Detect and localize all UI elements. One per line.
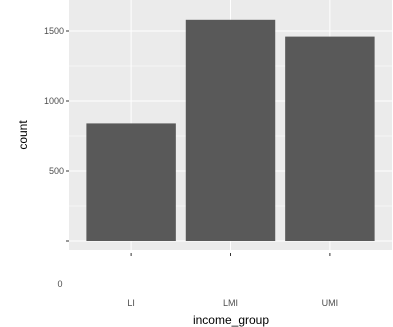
bars <box>86 19 375 241</box>
y-tick-label-zero: 0 <box>57 279 62 289</box>
x-tick-label: LMI <box>223 298 238 308</box>
axis-ticks <box>66 30 331 256</box>
bar-lmi <box>185 19 276 241</box>
x-axis-title: income_group <box>193 313 269 327</box>
bar-umi <box>285 36 375 241</box>
x-tick-label: UMI <box>322 298 339 308</box>
y-tick-label: 500 <box>49 166 64 176</box>
y-tick-label: 1500 <box>44 26 64 36</box>
y-tick-label: 1000 <box>44 96 64 106</box>
bar-li <box>86 123 176 241</box>
x-tick-label: LI <box>127 298 135 308</box>
tick-labels: 500 1000 1500 0 LI LMI UMI <box>44 26 338 308</box>
y-axis-title: count <box>16 120 30 150</box>
